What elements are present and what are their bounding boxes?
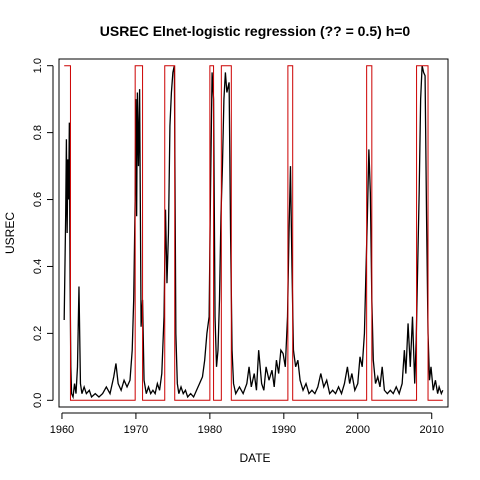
series-layer bbox=[63, 65, 444, 401]
plot-frame bbox=[58, 58, 449, 408]
y-tick-label: 1.0 bbox=[32, 58, 44, 73]
x-tick-label: 1960 bbox=[50, 424, 74, 436]
x-tick-label: 1970 bbox=[124, 424, 148, 436]
y-tick-label: 0.8 bbox=[32, 125, 44, 140]
x-tick-label: 2010 bbox=[419, 424, 443, 436]
x-tick-label: 1990 bbox=[272, 424, 296, 436]
y-tick-label: 0.0 bbox=[32, 393, 44, 408]
y-tick-label: 0.2 bbox=[32, 326, 44, 341]
x-tick-label: 2000 bbox=[346, 424, 370, 436]
x-axis-label: DATE bbox=[239, 451, 270, 465]
series-line-fitted bbox=[63, 65, 444, 400]
y-axis-label: USREC bbox=[3, 212, 17, 254]
y-tick-label: 0.6 bbox=[32, 192, 44, 207]
y-tick-label: 0.4 bbox=[32, 259, 44, 274]
x-axis: 1960 1970 1980 1990 2000 2010 bbox=[50, 412, 444, 436]
series-line-step bbox=[64, 65, 443, 401]
x-tick-label: 1980 bbox=[198, 424, 222, 436]
chart-title: USREC Elnet-logistic regression (?? = 0.… bbox=[100, 23, 411, 39]
y-axis: 0.0 0.2 0.4 0.6 0.8 1.0 bbox=[32, 58, 54, 408]
